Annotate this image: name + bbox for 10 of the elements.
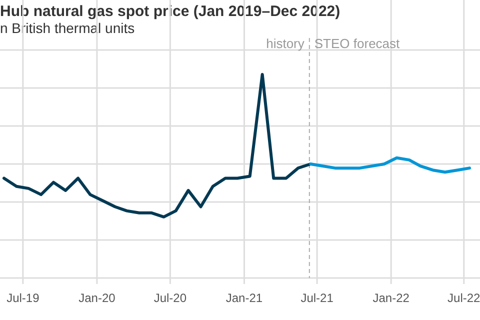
- x-tick-label: Jul-21: [300, 291, 334, 305]
- x-tick-label: Jan-22: [372, 291, 410, 305]
- text: history: [266, 36, 305, 51]
- text: STEO forecast: [314, 36, 400, 51]
- x-tick-label: Jul-20: [154, 291, 187, 305]
- x-tick-label: Jan-20: [78, 291, 116, 305]
- x-tick-label: Jul-19: [6, 291, 40, 305]
- x-tick-label: Jan-21: [226, 291, 263, 305]
- x-tick-label: Jul-22: [448, 291, 480, 305]
- chart-subtitle: n British thermal units: [0, 20, 135, 36]
